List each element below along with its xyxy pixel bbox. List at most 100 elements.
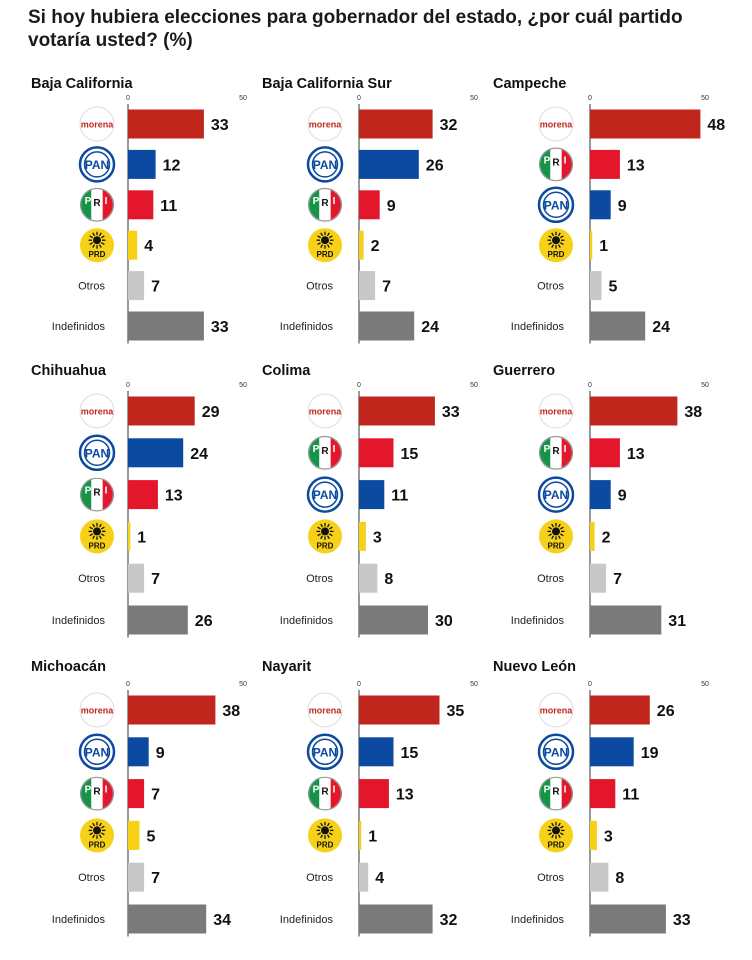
bar-pri [359,190,380,220]
pri-logo-green-band [539,147,551,182]
state-chart: Nuevo León 0 50 26 morena 19 PAN 11 P R I 3 PRD 8 Otro… [493,659,709,937]
prd-logo-ray [101,235,105,239]
bar-indefinidos [359,904,433,934]
prd-logo-ray [329,526,333,530]
pri-logo-white-band [550,147,562,182]
prd-logo-ray [326,834,330,839]
prd-logo-ray [557,822,561,827]
bar-pri [590,149,620,179]
prd-logo-sun-icon [321,236,329,245]
data-label: 11 [160,198,177,215]
indefinidos-label: Indefinidos [280,914,334,926]
pri-logo-letter-i: I [105,785,108,796]
state-chart: Colima 0 50 33 morena 15 P R I 11 PAN 3 PRD 8 Otros 30 I… [262,363,478,638]
pri-logo-letter-r: R [552,446,560,457]
pri-logo-red-band [561,147,573,182]
otros-label: Otros [306,872,333,884]
pri-logo-letter-i: I [333,785,336,796]
prd-logo-ray [557,244,561,248]
pan-logo-label: PAN [85,446,109,460]
data-label: 2 [602,529,611,546]
data-label: 7 [151,787,160,804]
morena-logo-icon [538,106,574,142]
prd-logo-ray [89,825,93,829]
prd-logo-ray [560,825,564,829]
pri-logo-green-band [80,187,92,222]
pan-logo-label: PAN [85,158,109,172]
prd-logo-ray [551,523,555,528]
pri-logo-red-band [561,435,573,470]
data-label: 24 [421,319,439,336]
pri-logo-white-band [91,477,103,512]
bar-morena [359,695,440,725]
morena-logo-label: morena [540,120,574,130]
tick-label: 0 [126,95,130,102]
tick-label: 0 [588,382,592,389]
data-label: 8 [384,571,393,588]
bar-prd [128,521,131,551]
data-label: 12 [163,157,181,174]
data-label: 8 [615,870,624,887]
prd-logo-ray [557,232,561,237]
prd-logo-label: PRD [548,250,565,259]
pri-logo-green-band [308,187,320,222]
data-label: 7 [151,571,160,588]
pri-logo-white-band [91,187,103,222]
data-label: 9 [618,198,627,215]
prd-logo-ray [317,533,321,537]
pri-logo-letter-i: I [105,196,108,207]
morena-logo-label: morena [540,706,574,716]
otros-label: Otros [537,573,564,585]
bar-otros [128,271,145,301]
prd-logo-ray [320,535,324,540]
data-label: 13 [165,488,183,505]
morena-logo-label: morena [81,407,115,417]
otros-label: Otros [78,281,105,293]
tick-label: 0 [126,382,130,389]
bar-prd [590,820,597,850]
pan-logo-ring-icon [542,191,570,219]
bar-pri [590,779,616,809]
tick-label: 50 [470,681,478,688]
data-label: 11 [622,787,639,804]
pri-logo-icon [539,147,573,182]
prd-logo-ray [560,533,564,537]
prd-logo-sun-icon [321,826,329,835]
pan-logo-ring-icon [83,151,111,178]
data-label: 1 [137,529,146,546]
data-label: 48 [707,117,725,134]
prd-logo-ray [89,832,93,836]
indefinidos-label: Indefinidos [52,321,106,333]
prd-logo-ray [317,235,321,239]
prd-logo-ray [557,535,561,540]
data-label: 7 [613,571,622,588]
otros-label: Otros [78,872,105,884]
pri-logo-green-band [308,776,320,811]
bar-indefinidos [128,311,204,341]
prd-logo-sun-icon [93,527,101,536]
bar-pan [590,480,611,510]
prd-logo-ray [557,523,561,528]
bar-prd [359,230,364,260]
morena-logo-label: morena [81,120,115,130]
bar-prd [590,521,595,551]
bar-otros [359,862,369,892]
prd-logo-sun-icon [552,527,560,536]
tick-label: 50 [239,681,247,688]
prd-logo-label: PRD [548,541,565,550]
prd-logo-ray [320,834,324,839]
tick-label: 0 [588,95,592,102]
bar-morena [128,695,216,725]
morena-logo-label: morena [309,706,343,716]
bar-morena [590,396,678,426]
data-label: 38 [222,703,240,720]
tick-label: 0 [126,681,130,688]
prd-logo-ray [326,244,330,248]
state-title: Michoacán [31,659,106,675]
data-label: 24 [190,446,208,463]
pri-logo-letter-r: R [552,787,560,798]
bar-prd [359,521,366,551]
prd-logo-ray [101,242,105,246]
prd-logo-ray [329,235,333,239]
otros-label: Otros [78,573,105,585]
